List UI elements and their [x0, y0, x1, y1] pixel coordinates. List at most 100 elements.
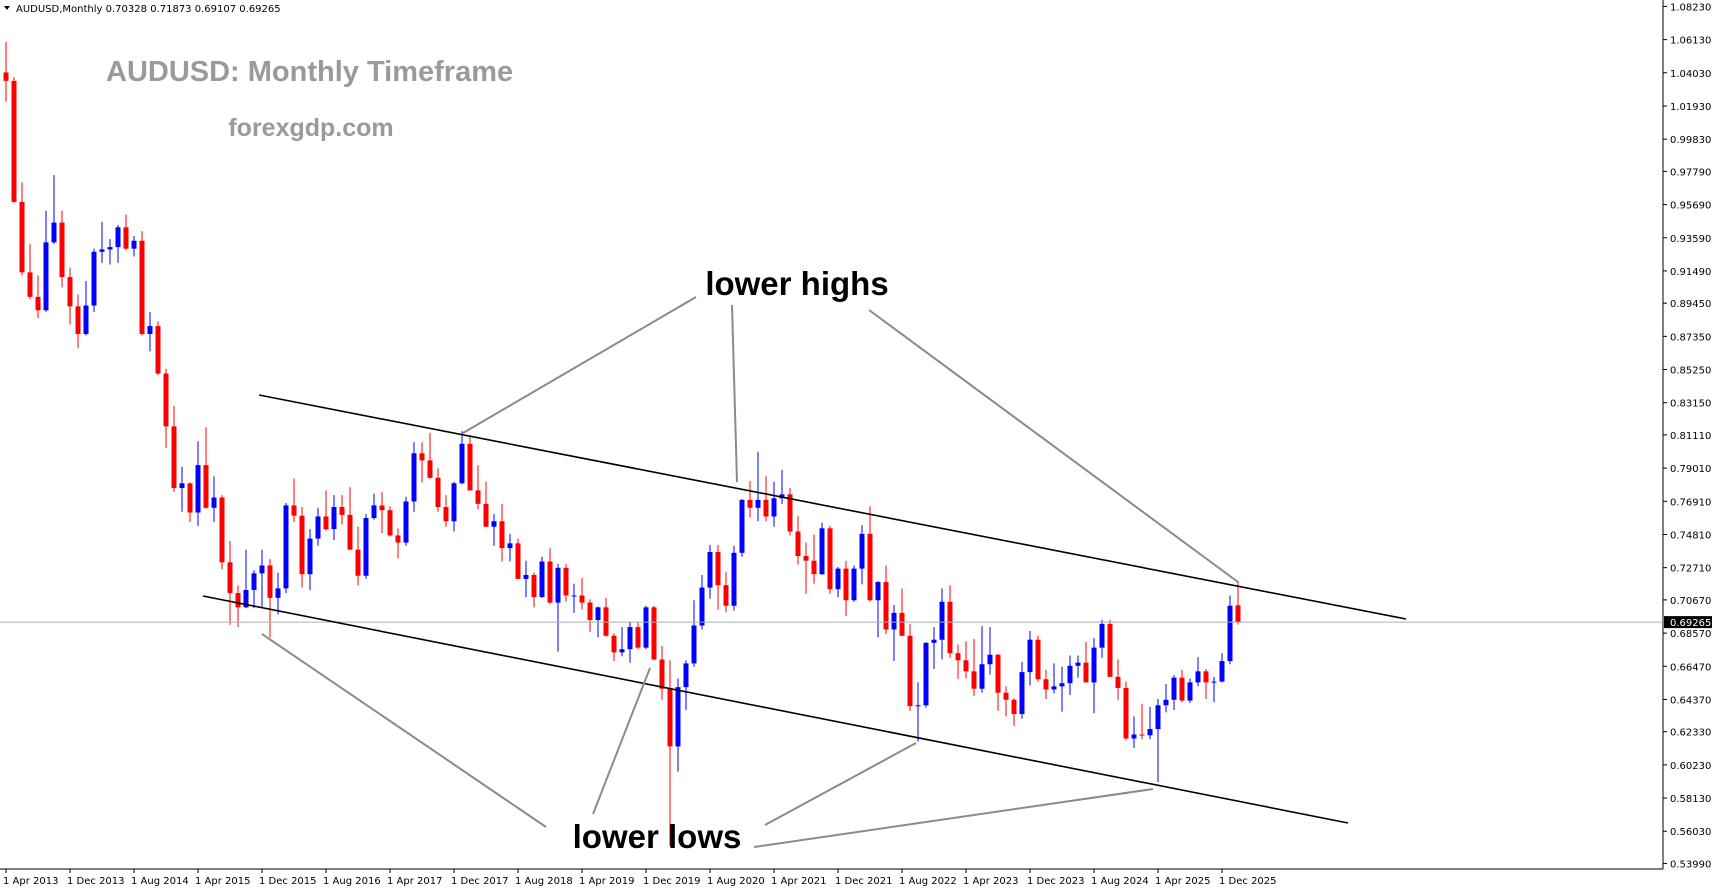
y-tick-label: 1.01930	[1670, 102, 1711, 113]
y-tick-label: 0.60230	[1670, 761, 1711, 772]
y-tick-label: 0.70670	[1670, 596, 1711, 607]
candle-body	[1091, 647, 1097, 683]
candle-body	[683, 663, 689, 688]
candle-body	[419, 453, 425, 461]
candle-body	[43, 242, 49, 311]
candle-body	[1051, 686, 1057, 690]
candle-body	[1099, 623, 1105, 648]
y-tick-label: 1.08230	[1670, 2, 1711, 13]
symbol-label: AUDUSD,Monthly 0.70328 0.71873 0.69107 0…	[16, 4, 281, 15]
y-tick-label: 0.81110	[1670, 431, 1711, 442]
x-tick-label: 1 Apr 2013	[3, 876, 58, 887]
pointer	[261, 633, 547, 828]
chart-title: AUDUSD: Monthly Timeframe	[106, 56, 513, 88]
candle-body	[803, 555, 809, 561]
candle-body	[323, 516, 329, 530]
candle-body	[987, 654, 993, 665]
pointer	[753, 788, 1154, 848]
candle-body	[235, 593, 241, 608]
y-tick-label: 1.06130	[1670, 36, 1711, 47]
x-tick-label: 1 Dec 2021	[835, 876, 893, 887]
candle-body	[139, 240, 145, 334]
x-tick-label: 1 Dec 2015	[259, 876, 317, 887]
candle-body	[723, 585, 729, 606]
candle-body	[995, 654, 1001, 693]
y-tick-label: 0.58130	[1670, 794, 1711, 805]
candle-body	[675, 687, 681, 747]
candle-body	[843, 568, 849, 601]
candle-body	[403, 501, 409, 543]
pointer	[764, 742, 917, 826]
candle-body	[211, 497, 217, 508]
candle-body	[811, 560, 817, 575]
x-tick-label: 1 Aug 2018	[515, 876, 573, 887]
candle-body	[171, 426, 177, 489]
candle-body	[515, 543, 521, 579]
y-tick-label: 0.76910	[1670, 497, 1711, 508]
candle-body	[1203, 671, 1209, 683]
symbol: AUDUSD,Monthly	[16, 4, 103, 15]
candle-body	[1115, 676, 1121, 688]
candle-body	[619, 649, 625, 653]
candle-body	[411, 453, 417, 502]
candle-body	[91, 251, 97, 306]
candle-body	[451, 483, 457, 522]
y-tick-label: 0.91490	[1670, 267, 1711, 278]
candle-body	[651, 607, 657, 660]
candle-body	[1003, 692, 1009, 700]
candle-body	[547, 561, 553, 603]
candle-body	[219, 497, 225, 563]
candle-body	[595, 607, 601, 620]
candle-body	[739, 499, 745, 553]
candle-body	[259, 565, 265, 574]
candle-body	[299, 515, 305, 575]
candle-body	[1083, 662, 1089, 683]
candle-body	[539, 561, 545, 598]
x-tick-label: 1 Dec 2023	[1027, 876, 1085, 887]
channel	[202, 394, 1407, 824]
x-tick-label: 1 Apr 2017	[387, 876, 442, 887]
lower-trendline	[202, 595, 1349, 824]
candle-body	[371, 505, 377, 519]
x-tick-label: 1 Aug 2020	[707, 876, 765, 887]
candle-body	[947, 601, 953, 654]
x-tick-label: 1 Dec 2019	[643, 876, 701, 887]
annotation: lower lows	[573, 818, 742, 855]
x-tick-label: 1 Aug 2014	[131, 876, 189, 887]
candle-body	[1219, 661, 1225, 682]
candle-body	[339, 506, 345, 515]
x-tick-label: 1 Dec 2025	[1219, 876, 1277, 887]
candle-body	[731, 552, 737, 606]
candle-body	[979, 664, 985, 689]
x-tick-label: 1 Apr 2015	[195, 876, 250, 887]
candle-body	[707, 552, 713, 588]
candle-body	[203, 465, 209, 508]
candle-body	[131, 240, 137, 249]
x-tick-label: 1 Apr 2023	[963, 876, 1018, 887]
candle-body	[1019, 672, 1025, 714]
candle-body	[347, 514, 353, 550]
candle-body	[19, 201, 25, 273]
y-tick-label: 0.53990	[1670, 859, 1711, 870]
candle-body	[819, 528, 825, 575]
candle-body	[763, 499, 769, 517]
candle-body	[771, 498, 777, 517]
candle-body	[475, 490, 481, 504]
candle-body	[643, 607, 649, 648]
dropdown-icon[interactable]	[4, 6, 10, 10]
pointer	[462, 296, 697, 434]
candle-body	[51, 222, 57, 243]
candle-body	[75, 306, 81, 334]
y-tick-label: 0.66470	[1670, 662, 1711, 673]
candle-body	[387, 510, 393, 536]
y-tick-label: 0.93590	[1670, 234, 1711, 245]
candle-body	[611, 635, 617, 653]
y-tick-label: 0.64370	[1670, 695, 1711, 706]
pointer	[731, 304, 738, 483]
candle-body	[635, 627, 641, 648]
y-tick-label: 0.89450	[1670, 299, 1711, 310]
candle-body	[1067, 665, 1073, 684]
candle-body	[659, 659, 665, 689]
